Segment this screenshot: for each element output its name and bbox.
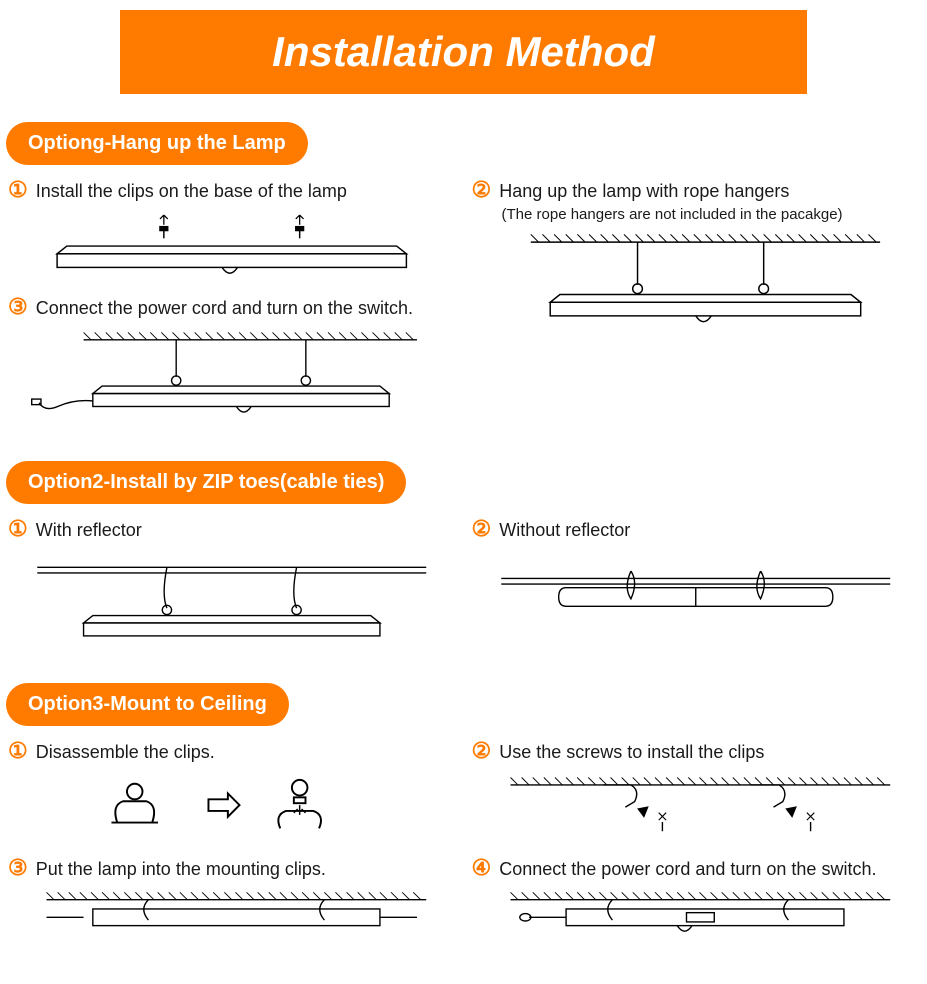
opt1-step1-text: Install the clips on the base of the lam… xyxy=(36,181,347,202)
opt1-step2-text: Hang up the lamp with rope hangers xyxy=(499,181,789,202)
opt1-step1: ① Install the clips on the base of the l… xyxy=(8,179,456,202)
opt3-step4: ④ Connect the power cord and turn on the… xyxy=(472,857,920,880)
main-title-banner: Installation Method xyxy=(120,10,807,94)
opt1-step3-num: ③ xyxy=(8,296,28,318)
opt3-step4-diagram xyxy=(492,886,900,966)
opt2-step1: ① With reflector xyxy=(8,518,456,541)
main-title: Installation Method xyxy=(272,28,655,75)
option1-section: Optiong-Hang up the Lamp ① Install the c… xyxy=(0,114,927,443)
opt1-step2-note: (The rope hangers are not included in th… xyxy=(502,206,920,223)
opt3-step1-num: ① xyxy=(8,740,28,762)
opt1-step3-text: Connect the power cord and turn on the s… xyxy=(36,298,413,319)
opt3-step3: ③ Put the lamp into the mounting clips. xyxy=(8,857,456,880)
opt2-step1-diagram xyxy=(28,547,436,647)
opt2-step2-num: ② xyxy=(472,518,492,540)
opt3-step2-diagram xyxy=(492,769,900,849)
opt2-step2: ② Without reflector xyxy=(472,518,920,541)
opt2-step1-num: ① xyxy=(8,518,28,540)
option3-section: Option3-Mount to Ceiling ① Disassemble t… xyxy=(0,675,927,984)
opt2-step2-text: Without reflector xyxy=(499,520,630,541)
opt3-step2-text: Use the screws to install the clips xyxy=(499,742,764,763)
opt3-step2-num: ② xyxy=(472,740,492,762)
opt1-step3: ③ Connect the power cord and turn on the… xyxy=(8,296,456,319)
opt3-step4-num: ④ xyxy=(472,857,492,879)
option1-pill: Optiong-Hang up the Lamp xyxy=(6,122,308,165)
opt3-step1: ① Disassemble the clips. xyxy=(8,740,456,763)
opt3-step2: ② Use the screws to install the clips xyxy=(472,740,920,763)
opt3-step4-text: Connect the power cord and turn on the s… xyxy=(499,859,876,880)
opt1-step1-diagram xyxy=(28,208,436,288)
opt2-step1-text: With reflector xyxy=(36,520,142,541)
opt3-step3-diagram xyxy=(28,886,436,966)
opt1-step2: ② Hang up the lamp with rope hangers xyxy=(472,179,920,202)
opt3-step3-text: Put the lamp into the mounting clips. xyxy=(36,859,326,880)
opt2-step2-diagram xyxy=(492,547,900,647)
option2-section: Option2-Install by ZIP toes(cable ties) … xyxy=(0,453,927,665)
option3-pill: Option3-Mount to Ceiling xyxy=(6,683,289,726)
opt1-step2-num: ② xyxy=(472,179,492,201)
opt1-step1-num: ① xyxy=(8,179,28,201)
option2-pill: Option2-Install by ZIP toes(cable ties) xyxy=(6,461,406,504)
opt1-step3-diagram xyxy=(28,325,436,425)
opt1-step2-diagram xyxy=(492,229,900,329)
opt3-step1-diagram xyxy=(28,769,436,849)
opt3-step1-text: Disassemble the clips. xyxy=(36,742,215,763)
opt3-step3-num: ③ xyxy=(8,857,28,879)
